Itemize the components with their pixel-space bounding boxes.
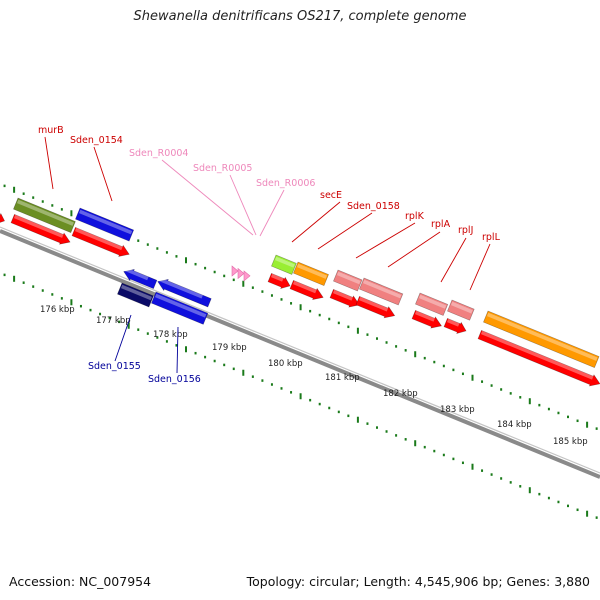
gene-label: Sden_R0006 [256,178,315,189]
scale-label: 184 kbp [497,420,532,430]
trna-arrow [237,267,245,280]
leader-line [176,326,179,374]
leader-line [259,189,285,237]
leader-line [114,314,132,362]
trna-arrow [231,265,239,277]
gene-murB [13,197,76,234]
cds-Sden_0154 [71,226,130,257]
leader-line [440,237,467,283]
scale-label: 181 kbp [325,373,360,383]
scale-label: 180 kbp [268,359,303,369]
cds-rplK [329,288,360,308]
trna-arrow [243,270,251,282]
genome-backbone-highlight [0,226,600,474]
gene-Sden_0158 [293,261,329,287]
leader-line [355,222,416,259]
cds-rpoB [477,329,600,387]
gene-label: secE [320,190,342,201]
gene-label: Sden_0154 [70,135,123,146]
scale-label: 177 kbp [96,316,131,326]
leader-line [93,146,113,202]
gene-rplK-rna [333,269,363,292]
gene-label: Sden_0155 [88,361,141,372]
gene-label: rplJ [458,225,473,236]
cds-rplA [355,295,396,319]
leader-line [291,201,341,243]
leader-line [44,136,54,190]
gene-rplL-rna [447,299,475,321]
gene-label: murB [38,125,64,136]
gene-label: Sden_0158 [347,201,400,212]
gene-label: Sden_R0004 [129,148,188,159]
gene-Sden_0156-reverse [157,277,212,308]
gene-label: rplL [482,232,501,243]
gene-label: rplA [431,219,451,230]
topology-text: Topology: circular; Length: 4,545,906 bp… [246,574,590,589]
gene-label: Sden_R0005 [193,163,252,174]
cds-secE [267,272,291,289]
gene-rpoB [483,310,600,369]
cds-murB [10,213,71,245]
scale-label: 176 kbp [40,305,75,315]
cds-rplJ [411,309,442,329]
cds-rplL [443,317,467,334]
map-title: Shewanella denitrificans OS217, complete… [133,9,467,24]
leader-line [387,231,441,268]
leader-line [229,174,257,236]
scale-label: 185 kbp [553,437,588,447]
scale-label: 178 kbp [153,330,188,340]
scale-label: 179 kbp [212,343,247,353]
gene-Sden_0155-box [117,282,154,308]
gene-Sden_0156-box [151,291,209,325]
leader-line [317,212,373,250]
gene-rplJ-rna [415,292,449,316]
cds-arrow [0,209,5,225]
gene-Sden_0155-reverse [123,267,158,290]
accession-text: Accession: NC_007954 [9,574,152,589]
genome-backbone [0,229,600,479]
cds-Sden_0158 [289,279,324,300]
gene-label: rplK [405,211,425,222]
leader-line [161,159,254,236]
gene-Sden_0154 [75,207,135,242]
leader-line [469,243,491,291]
gene-secE [271,254,297,275]
gene-label: Sden_0156 [148,374,201,385]
gene-rplA-rna [359,277,404,306]
scale-label: 183 kbp [440,405,475,415]
scale-label: 182 kbp [383,389,418,399]
